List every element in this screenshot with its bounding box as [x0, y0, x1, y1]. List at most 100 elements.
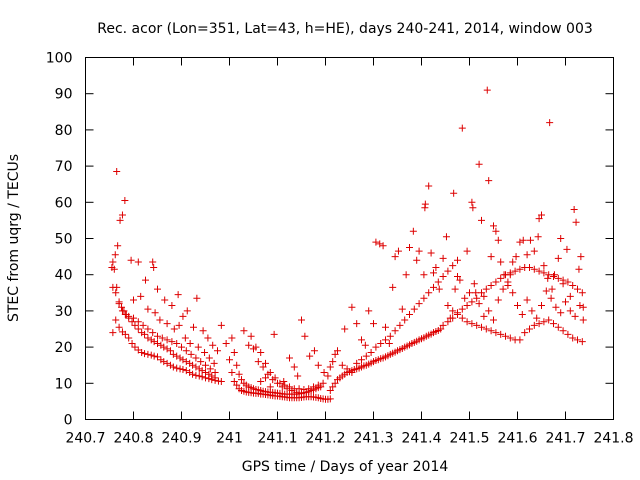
data-point [262, 374, 269, 382]
data-point [535, 267, 543, 275]
data-point [497, 258, 505, 266]
data-point [274, 379, 281, 387]
x-tick-label: 241.5 [449, 431, 489, 447]
data-point [421, 200, 429, 208]
data-point [139, 321, 147, 329]
data-point [535, 320, 543, 328]
x-tick-label: 240.8 [113, 431, 153, 447]
data-point [178, 343, 185, 351]
data-point [128, 339, 136, 347]
data-point [208, 372, 216, 380]
data-point [365, 307, 373, 315]
data-point [270, 330, 278, 338]
data-point [195, 372, 203, 380]
data-point [563, 245, 571, 253]
data-point [523, 296, 531, 304]
data-point [179, 312, 187, 320]
data-point [300, 385, 308, 393]
data-point [526, 325, 533, 333]
data-point [579, 303, 587, 311]
data-point [217, 377, 225, 385]
data-point [406, 311, 413, 319]
data-point [217, 321, 225, 329]
data-point [348, 368, 356, 376]
data-point [150, 338, 158, 346]
data-point [470, 280, 478, 288]
data-point [554, 274, 562, 282]
data-point [294, 372, 302, 380]
data-point [425, 182, 433, 190]
data-point [494, 296, 502, 304]
data-point [314, 361, 322, 369]
data-point [358, 336, 365, 344]
data-point [195, 365, 203, 373]
data-point [233, 361, 241, 369]
data-point [487, 282, 495, 290]
data-point [111, 251, 119, 259]
data-point [320, 368, 328, 376]
data-point [168, 338, 176, 346]
x-tick-label: 241.6 [497, 431, 537, 447]
data-point [205, 370, 213, 378]
data-point [478, 323, 485, 331]
data-point [490, 316, 497, 324]
data-point [548, 285, 556, 293]
data-point [245, 341, 253, 349]
data-point [156, 316, 164, 324]
data-point [506, 334, 514, 342]
y-tick-label: 40 [55, 268, 73, 284]
data-point [528, 307, 536, 315]
data-point [144, 334, 152, 342]
data-point [151, 309, 159, 317]
data-point [144, 350, 152, 358]
data-point [454, 311, 461, 319]
data-point [437, 325, 445, 333]
data-point [138, 349, 146, 357]
data-point [118, 303, 125, 311]
data-point [138, 329, 146, 337]
data-point [160, 343, 168, 351]
data-point [324, 372, 332, 380]
data-point [413, 256, 421, 264]
data-point [386, 332, 394, 340]
data-point [310, 383, 317, 391]
data-point [544, 274, 552, 282]
data-point [163, 336, 171, 344]
data-point [176, 354, 184, 362]
data-point [396, 321, 404, 329]
data-point [228, 368, 236, 376]
data-point [206, 365, 214, 373]
data-point [326, 395, 334, 403]
data-point [449, 262, 457, 270]
data-point [228, 334, 236, 342]
data-point [240, 327, 248, 335]
data-point [530, 247, 538, 255]
data-point [169, 363, 177, 371]
data-point [540, 318, 548, 326]
data-point [210, 359, 218, 367]
data-point [147, 351, 155, 359]
data-point [523, 251, 531, 259]
data-point [250, 345, 257, 353]
data-point [186, 359, 194, 367]
data-point [326, 363, 334, 371]
data-point [144, 325, 152, 333]
data-point [170, 325, 178, 333]
data-point [533, 314, 541, 322]
axis-ticks: 240.7 240.8 240.9 241 241.1 241.2 241.3 241.4 24… [46, 51, 634, 447]
data-point [142, 276, 149, 284]
data-point [458, 124, 466, 132]
y-tick-label: 90 [55, 87, 73, 103]
x-tick-label: 241.7 [545, 431, 585, 447]
data-point [169, 350, 177, 358]
data-point [530, 265, 538, 273]
data-point [158, 334, 166, 342]
data-point [144, 305, 152, 313]
data-point [569, 334, 577, 342]
data-point [458, 314, 466, 322]
data-point [305, 385, 313, 393]
data-point [492, 227, 500, 235]
data-point [512, 253, 520, 261]
data-point [458, 305, 466, 313]
data-point [367, 349, 375, 357]
